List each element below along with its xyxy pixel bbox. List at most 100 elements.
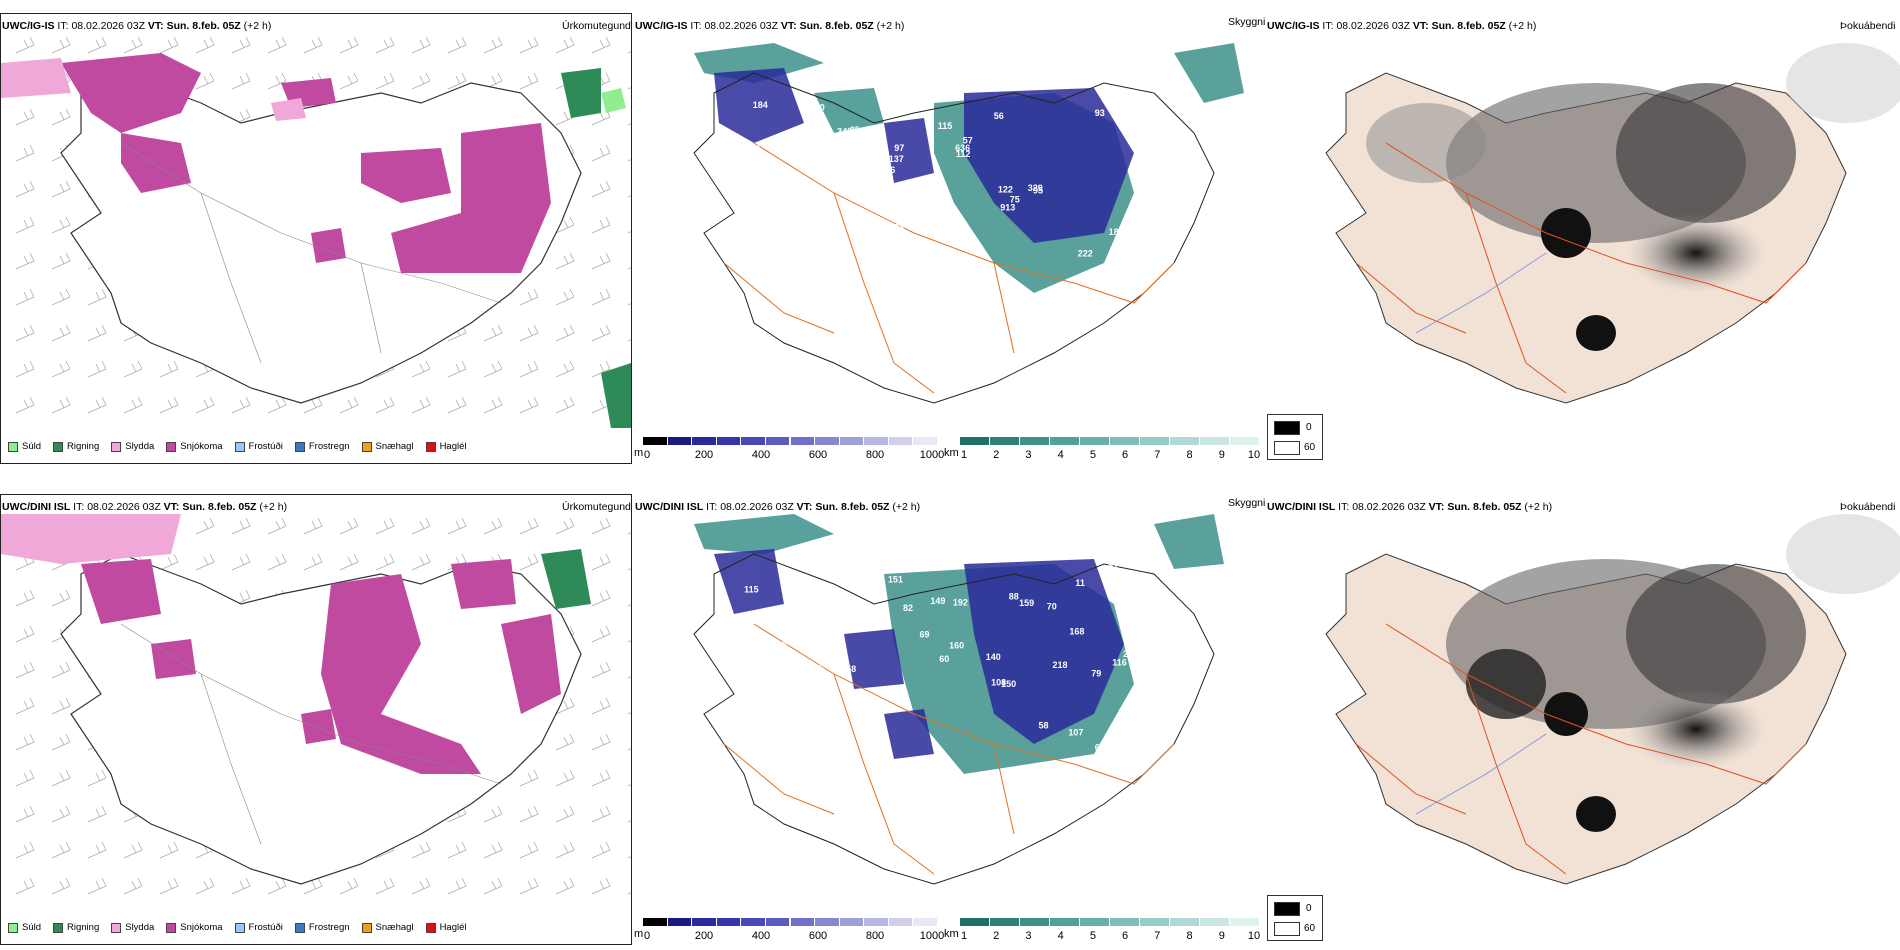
wind-barb [591, 625, 611, 643]
wind-barb [555, 517, 575, 535]
ceiling-labels: 151 115 145 716 56 138 121 115 90 85 216 92 84 57 95 18… [727, 73, 1178, 270]
colorbar-segment [1140, 918, 1170, 926]
it-label: IT: [1338, 501, 1350, 513]
wind-barb [51, 216, 71, 234]
fog-swatch-60 [1274, 441, 1300, 455]
wind-barb [627, 195, 631, 198]
colorbar-segment [913, 437, 938, 445]
roads [1355, 142, 1807, 394]
colorbar-segment [990, 918, 1020, 926]
colorbar-segment [913, 918, 938, 926]
colorbar-tick-label: 600 [808, 449, 828, 461]
colorbar-segment [888, 437, 914, 445]
colorbar-segment [716, 437, 742, 445]
it-value: 08.02.2026 03Z [704, 20, 778, 32]
wind-barb [627, 87, 631, 90]
ceiling-value-label: 91 [732, 253, 742, 263]
ceiling-value-label: 170 [772, 640, 787, 650]
colorbar-segment [1200, 918, 1230, 926]
it-label: IT: [57, 20, 69, 32]
ptype-legend-item: Rigning [53, 922, 99, 933]
wind-barb [51, 769, 71, 787]
colorbar-tick-label: 9 [1218, 930, 1225, 942]
wind-barb [591, 36, 611, 54]
colorbar-segment [1050, 437, 1080, 445]
colorbar-segment [692, 918, 717, 926]
ceiling-value-label: 96 [1121, 120, 1131, 130]
wind-barb [483, 805, 503, 823]
wind-barb [447, 36, 467, 54]
roads [1355, 623, 1807, 875]
wind-barb [627, 892, 631, 895]
ptype-legend-item: Frostúði [234, 922, 283, 933]
wind-barb [555, 841, 575, 859]
wind-barb [195, 553, 215, 571]
colorbar-segment [864, 437, 889, 445]
sleet-areas [1, 58, 306, 121]
it-label: IT: [706, 501, 718, 513]
ceiling-value-label: 329 [1028, 183, 1043, 193]
wind-barb [591, 517, 611, 535]
wind-barb [15, 661, 35, 679]
ceiling-value-label: 86 [814, 663, 824, 673]
ptype-label: Snjókoma [180, 922, 223, 933]
wind-barb [555, 216, 575, 234]
ptype-legend-item: Frostregn [294, 922, 350, 933]
ceiling-value-label: 122 [998, 184, 1013, 194]
ptype-legend-item: Snæhagl [361, 922, 414, 933]
ptype-swatch [166, 441, 177, 452]
ceiling-value-label: 716 [880, 165, 895, 175]
wind-barb [591, 697, 611, 715]
ceiling-value-label: 138 [768, 252, 783, 262]
ceiling-value-label: 57 [963, 135, 973, 145]
ptype-legend-item: Rigning [53, 441, 99, 452]
wind-barb [15, 589, 35, 607]
wind-barb [303, 396, 323, 414]
panel-header: UWC/IG-IS IT: 08.02.2026 03Z VT: Sun. 8.… [2, 20, 271, 32]
it-value: 08.02.2026 03Z [71, 20, 145, 32]
ceiling-value-label: 182 [812, 246, 827, 256]
wind-barb [303, 36, 323, 54]
colorbar-segment [716, 918, 742, 926]
wind-barb [627, 123, 631, 126]
colorbar-tick-label: 2 [993, 930, 1000, 942]
colorbar-segment [839, 437, 865, 445]
ceiling-unit: m [634, 928, 644, 940]
panel-header: UWC/DINI ISL IT: 08.02.2026 03Z VT: Sun.… [1267, 501, 1552, 513]
wind-barb [267, 396, 287, 414]
colorbar-tick-label: 0 [643, 930, 651, 942]
wind-barb [627, 748, 631, 751]
wind-barb [87, 36, 107, 54]
visibility-colorbar: 1 2 3 4 5 6 7 8 9 10 [960, 437, 1260, 461]
ptype-swatch [111, 922, 122, 933]
model-name: UWC/DINI ISL [2, 501, 71, 513]
ceiling-value-label: 129 [788, 657, 803, 667]
colorbar-segment [667, 437, 693, 445]
colorbar-tick-label: 1000 [919, 449, 945, 461]
ptype-legend-item: Haglél [425, 441, 467, 452]
wind-barb [231, 553, 251, 571]
wind-barb [339, 553, 359, 571]
fog-label-60: 60 [1304, 923, 1316, 934]
wind-barb [231, 72, 251, 90]
colorbar-tick-label: 3 [1025, 930, 1032, 942]
lead-time: (+2 h) [259, 501, 288, 513]
wind-barb [15, 625, 35, 643]
colorbar-tick-label: 1 [960, 930, 968, 942]
ceiling-value-label: 117 [1145, 127, 1160, 137]
wind-barb [159, 396, 179, 414]
fog-map [1325, 514, 1900, 885]
ceiling-value-label: 168 [1069, 626, 1084, 636]
wind-barb [627, 568, 631, 571]
ptype-label: Snjókoma [180, 441, 223, 452]
wind-barb [51, 877, 71, 895]
wind-barb [555, 324, 575, 342]
vt-label: VT: [780, 20, 797, 32]
wind-barb [519, 36, 539, 54]
wind-barb [627, 820, 631, 823]
wind-barb [519, 288, 539, 306]
ptype-legend-item: Snjókoma [166, 441, 223, 452]
vt-value: Sun. 8.feb. 05Z [1431, 20, 1506, 32]
wind-barb [519, 324, 539, 342]
wind-barb [411, 841, 431, 859]
